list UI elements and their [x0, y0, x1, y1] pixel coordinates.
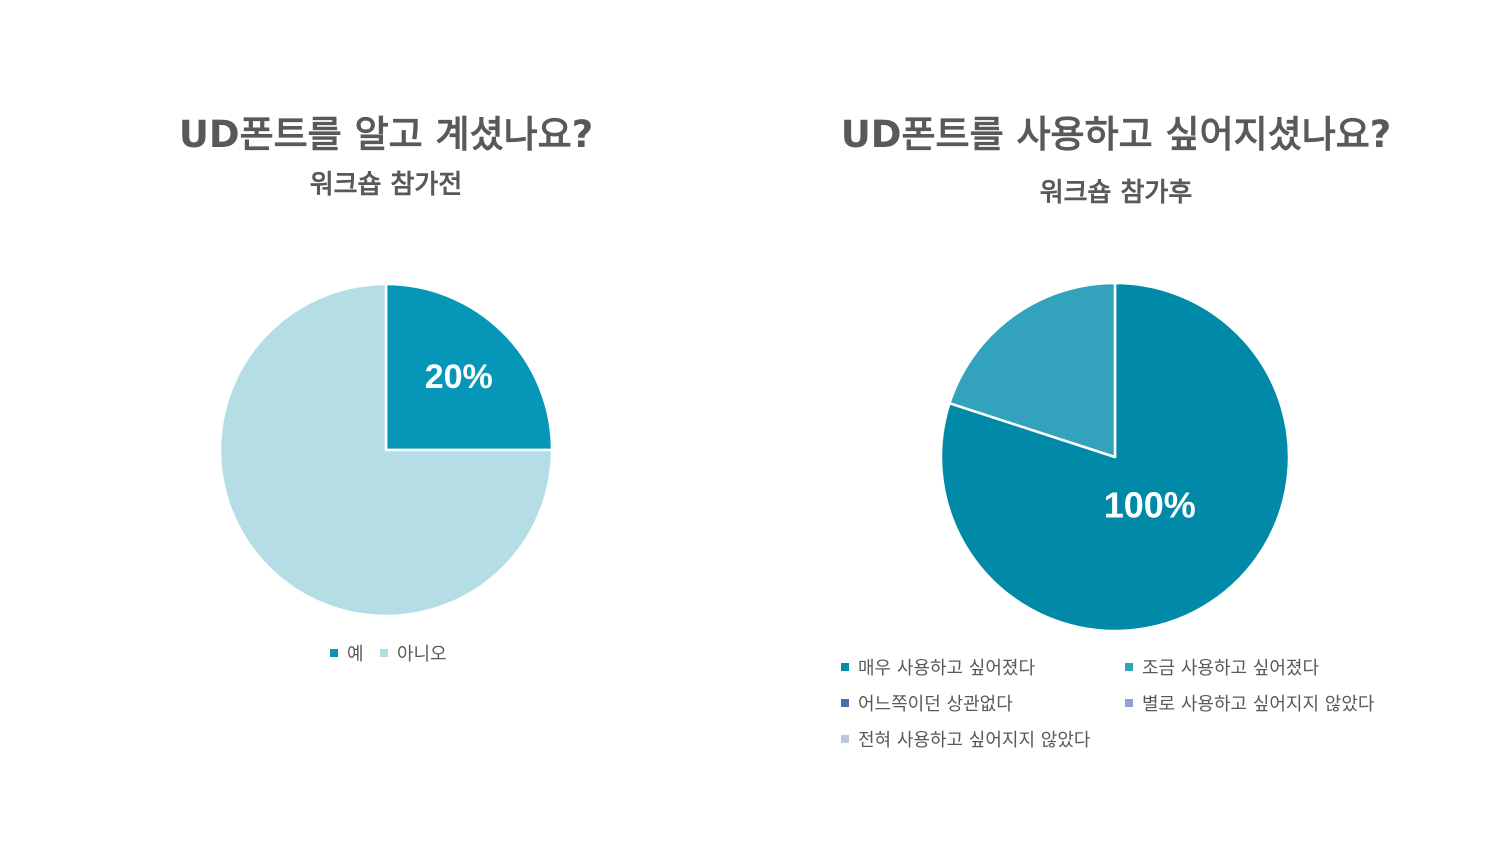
- legend-label: 별로 사용하고 싶어지지 않았다: [1142, 694, 1375, 715]
- legend-item: 별로 사용하고 싶어지지 않았다: [1125, 690, 1374, 716]
- chart-panel-awareness: UD폰트를 알고 계셨나요? 워크숍 참가전 20% 예 아니오: [178, 113, 594, 666]
- data-label: 100%: [1104, 484, 1196, 525]
- chart-subtitle: 워크숍 참가후: [1039, 178, 1193, 208]
- legend-swatch: [330, 649, 338, 657]
- legend-label: 예: [347, 644, 364, 665]
- legend-label: 조금 사용하고 싶어졌다: [1142, 658, 1320, 679]
- legend-item: 예: [330, 640, 364, 666]
- legend-label: 매우 사용하고 싶어졌다: [858, 658, 1036, 679]
- data-label: 20%: [425, 358, 493, 396]
- legend-item: 어느쪽이던 상관없다: [841, 690, 1013, 716]
- chart-panel-intent: UD폰트를 사용하고 싶어지셨나요? 워크숍 참가후 100% 매우 사용하고 …: [728, 0, 1504, 843]
- legend-swatch: [380, 649, 388, 657]
- legend-swatch: [1125, 699, 1133, 707]
- legend-swatch: [841, 663, 849, 671]
- chart-subtitle: 워크숍 참가전: [309, 170, 463, 200]
- legend-label: 아니오: [397, 644, 447, 665]
- legend-item: 매우 사용하고 싶어졌다: [841, 654, 1035, 680]
- pie-chart: 100%: [939, 281, 1291, 633]
- legend-swatch: [841, 735, 849, 743]
- pie-slice-2: [218, 282, 554, 618]
- legend-label: 어느쪽이던 상관없다: [858, 694, 1013, 715]
- legend-item: 조금 사용하고 싶어졌다: [1125, 654, 1319, 680]
- legend-swatch: [841, 699, 849, 707]
- legend-swatch: [1125, 663, 1133, 671]
- pie-slice-2: [948, 281, 1117, 459]
- legend-item: 전혀 사용하고 싶어지지 않았다: [841, 726, 1090, 752]
- legend-label: 전혀 사용하고 싶어지지 않았다: [858, 730, 1091, 751]
- pie-slice-1: [384, 282, 554, 452]
- chart-title: UD폰트를 알고 계셨나요?: [178, 113, 594, 156]
- chart-title: UD폰트를 사용하고 싶어지셨나요?: [840, 113, 1392, 156]
- pie-chart: 20%: [218, 282, 554, 618]
- legend-item: 아니오: [380, 640, 447, 666]
